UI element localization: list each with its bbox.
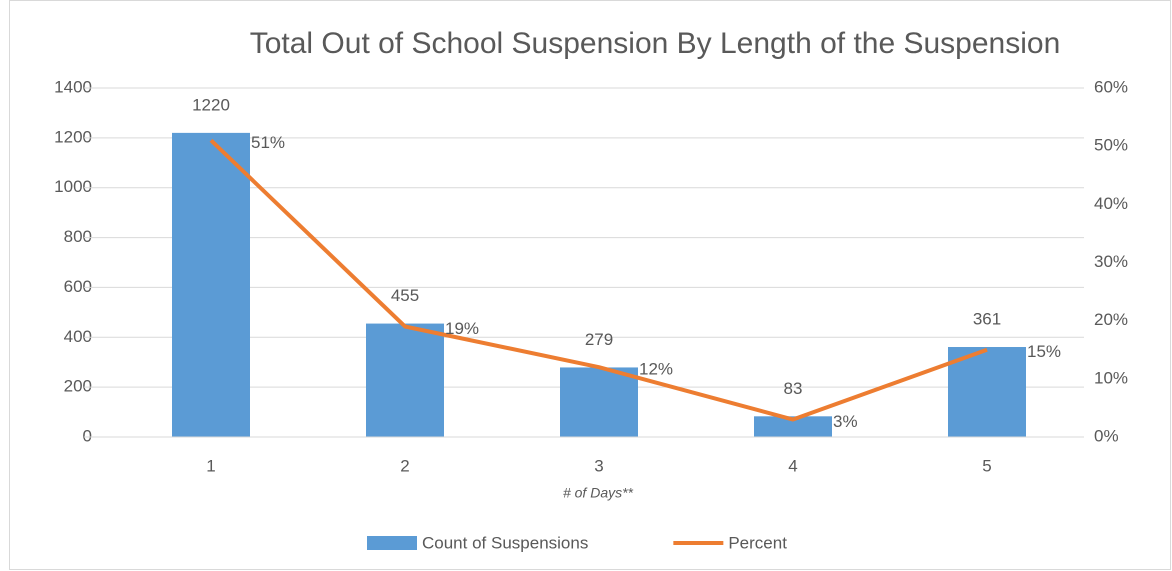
line-value-label: 15% — [1027, 342, 1061, 361]
y-tick-label: 0 — [83, 426, 92, 445]
bar-value-label: 83 — [784, 379, 803, 398]
y-tick-label: 400 — [64, 327, 92, 346]
x-tick-label: 3 — [594, 456, 603, 475]
y-tick-label: 1400 — [54, 77, 92, 96]
bar — [948, 347, 1026, 437]
x-tick-label: 4 — [788, 456, 797, 475]
legend-swatch — [367, 536, 417, 550]
line-value-label: 19% — [445, 319, 479, 338]
bar-value-label: 279 — [585, 330, 613, 349]
line-value-label: 3% — [833, 412, 858, 431]
bar-value-label: 455 — [391, 286, 419, 305]
y-tick-label: 1200 — [54, 127, 92, 146]
y-tick-label: 600 — [64, 277, 92, 296]
y2-tick-label: 50% — [1094, 136, 1128, 155]
legend-label: Percent — [728, 533, 787, 552]
y2-tick-label: 60% — [1094, 77, 1128, 96]
x-tick-label: 2 — [400, 456, 409, 475]
y2-tick-label: 20% — [1094, 310, 1128, 329]
bar — [366, 323, 444, 437]
x-tick-label: 5 — [982, 456, 991, 475]
bar — [754, 416, 832, 437]
line — [209, 138, 988, 422]
y2-tick-label: 10% — [1094, 368, 1128, 387]
line-value-label: 51% — [251, 133, 285, 152]
chart-title: Total Out of School Suspension By Length… — [250, 27, 1061, 60]
legend-label: Count of Suspensions — [422, 533, 588, 552]
y-tick-label: 1000 — [54, 177, 92, 196]
bar-value-label: 361 — [973, 309, 1001, 328]
y-tick-label: 200 — [64, 377, 92, 396]
y2-tick-label: 40% — [1094, 194, 1128, 213]
y2-tick-label: 30% — [1094, 252, 1128, 271]
x-tick-label: 1 — [206, 456, 215, 475]
bar — [172, 132, 250, 437]
x-axis-label: # of Days** — [563, 485, 634, 501]
y-tick-label: 800 — [64, 227, 92, 246]
line-value-label: 12% — [639, 360, 673, 379]
bar-value-label: 1220 — [192, 95, 230, 114]
y2-tick-label: 0% — [1094, 426, 1119, 445]
bar — [560, 367, 638, 437]
